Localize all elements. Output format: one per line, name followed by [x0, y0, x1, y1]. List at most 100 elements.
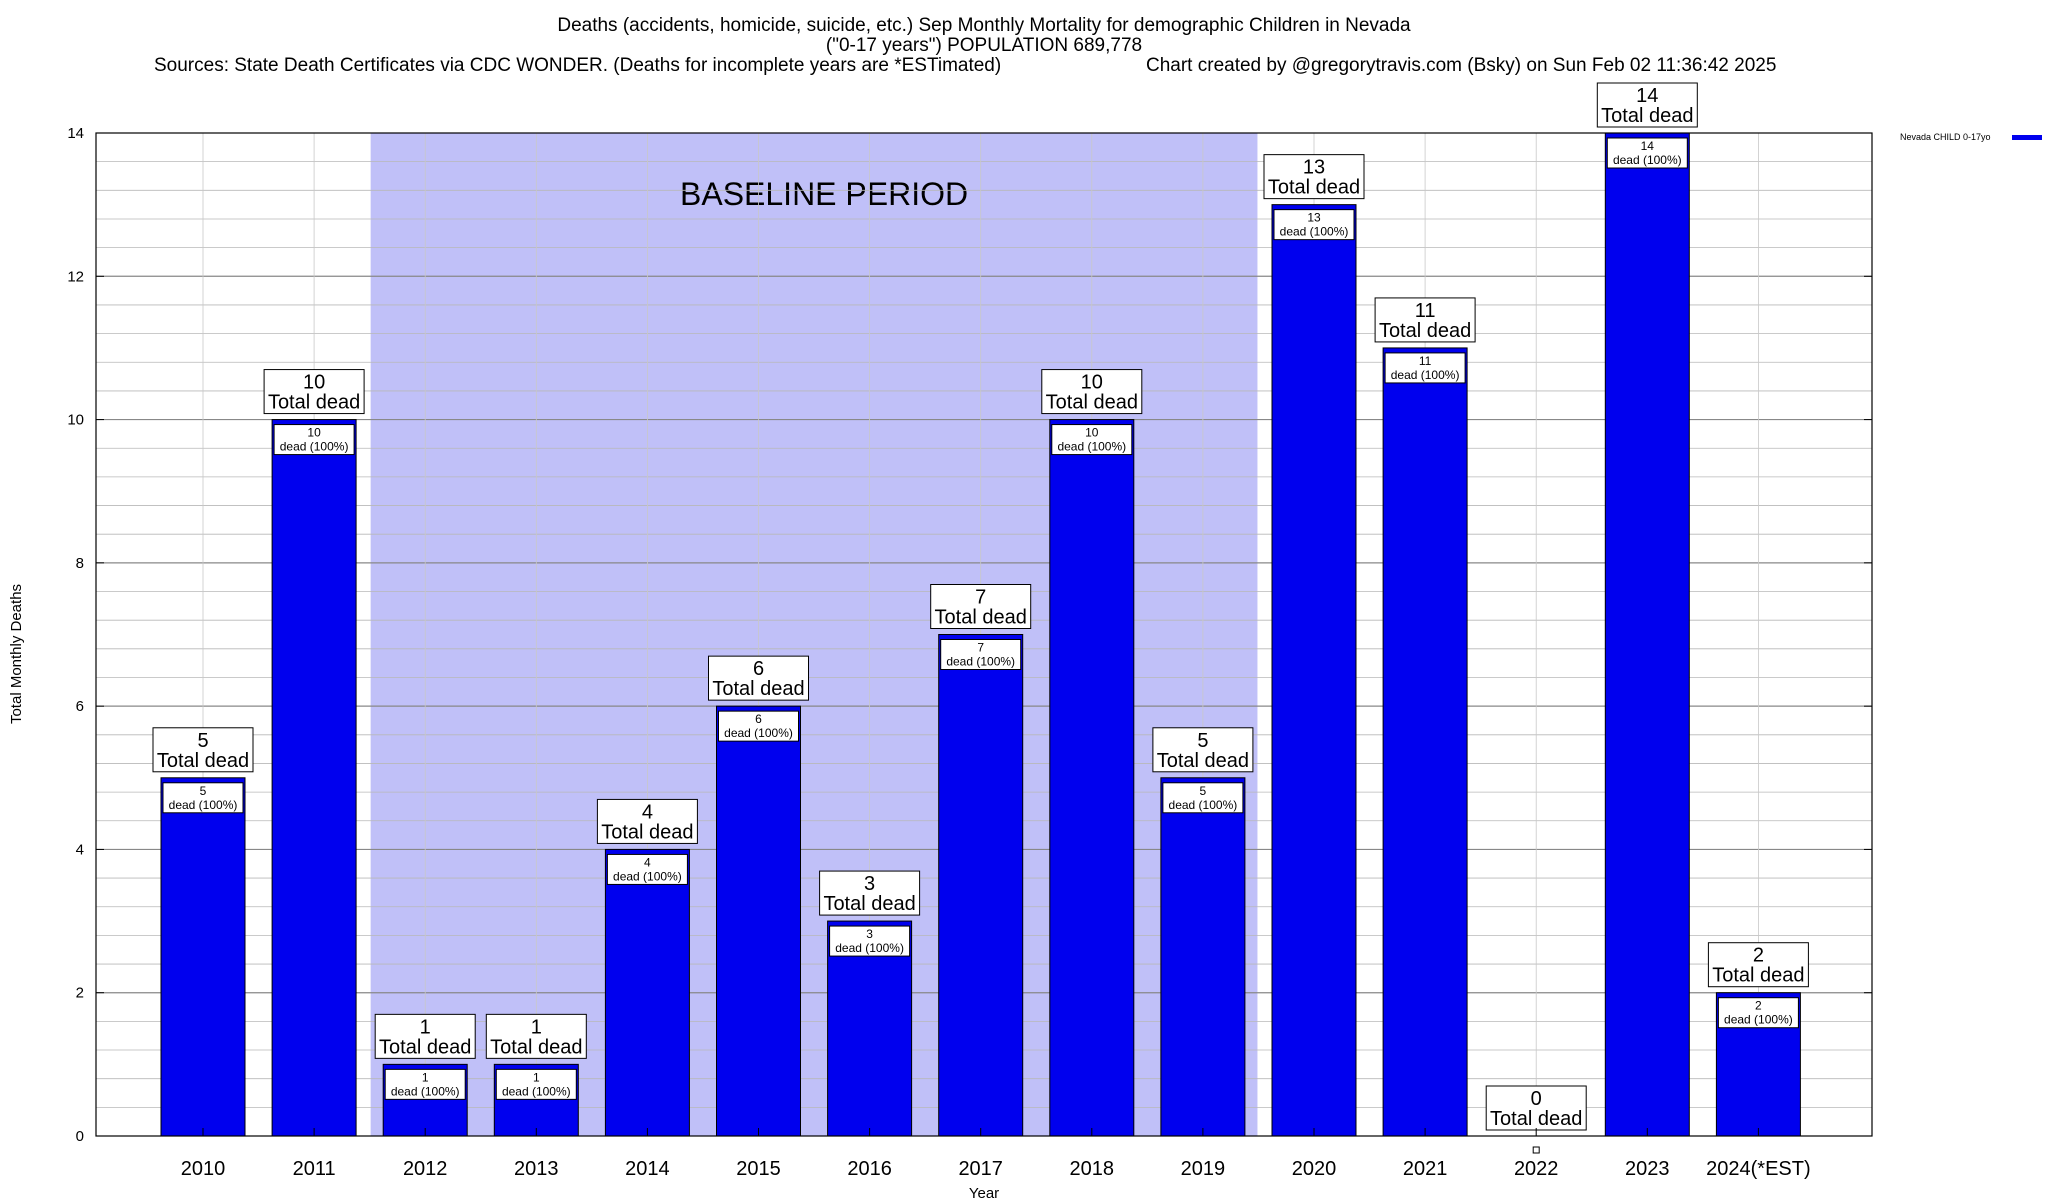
- inner-label-box: [1606, 137, 1688, 169]
- total-label-suffix: Total dead: [823, 893, 915, 915]
- chart-credit: Chart created by @gregorytravis.com (Bsk…: [1146, 55, 1776, 76]
- inner-label-box: [1273, 209, 1355, 241]
- plot-frame: [95, 132, 1873, 1137]
- x-category-label: 2015: [736, 1158, 781, 1180]
- y-tick-label: 0: [76, 1128, 84, 1145]
- x-axis-title: Year: [969, 1185, 999, 1200]
- total-label-value: 7: [975, 587, 986, 609]
- total-label-value: 14: [1636, 85, 1658, 107]
- inner-label-box: [829, 925, 911, 957]
- chart-subtitle: ("0-17 years") POPULATION 689,778: [826, 35, 1142, 56]
- inner-label-value: 5: [1200, 784, 1207, 798]
- inner-label-suffix: dead (100%): [1057, 440, 1126, 454]
- x-category-label: 2011: [293, 1158, 336, 1180]
- bar: [160, 777, 246, 1137]
- total-label-value: 10: [1081, 372, 1103, 394]
- inner-label-box: [1051, 424, 1133, 456]
- y-tick-label: 2: [76, 985, 84, 1002]
- inner-label-suffix: dead (100%): [1169, 798, 1238, 812]
- y-axis-title: Total Monthly Deaths: [8, 584, 25, 724]
- inner-label-value: 10: [1085, 426, 1099, 440]
- total-label-value: 6: [753, 658, 764, 680]
- total-label-value: 10: [303, 372, 325, 394]
- x-category-label: 2013: [514, 1158, 559, 1180]
- inner-label-box: [384, 1068, 466, 1100]
- inner-label-suffix: dead (100%): [280, 440, 349, 454]
- x-category-label: 2010: [181, 1158, 226, 1180]
- x-category-label: 2022: [1514, 1158, 1559, 1180]
- inner-label-box: [1162, 782, 1244, 814]
- total-label-box: [819, 870, 921, 916]
- total-label-box: [263, 369, 365, 415]
- total-label-suffix: Total dead: [379, 1036, 471, 1058]
- total-label-value: 13: [1303, 157, 1325, 179]
- total-label-box: [1485, 1085, 1587, 1131]
- total-label-box: [485, 1013, 587, 1059]
- inner-label-suffix: dead (100%): [946, 655, 1015, 669]
- total-label-box: [596, 798, 698, 844]
- inner-label-value: 6: [755, 712, 762, 726]
- bar: [1382, 347, 1468, 1137]
- chart-source: Sources: State Death Certificates via CD…: [154, 55, 1001, 76]
- bar: [604, 848, 690, 1137]
- inner-label-suffix: dead (100%): [835, 941, 904, 955]
- inner-label-suffix: dead (100%): [1724, 1013, 1793, 1027]
- inner-label-value: 5: [200, 784, 207, 798]
- inner-label-box: [718, 710, 799, 742]
- bar: [1160, 777, 1246, 1137]
- inner-label-value: 11: [1419, 354, 1432, 368]
- x-category-label: 2020: [1292, 1158, 1337, 1180]
- total-label-value: 11: [1415, 300, 1436, 322]
- inner-label-value: 10: [307, 426, 321, 440]
- x-category-label: 2017: [958, 1158, 1003, 1180]
- total-label-value: 4: [642, 801, 653, 823]
- total-label-suffix: Total dead: [1268, 177, 1360, 199]
- x-category-label: 2023: [1625, 1158, 1670, 1180]
- total-label-suffix: Total dead: [1046, 392, 1138, 414]
- inner-label-suffix: dead (100%): [1391, 368, 1460, 382]
- total-label-value: 1: [531, 1016, 542, 1038]
- total-label-box: [930, 584, 1032, 629]
- inner-label-box: [1384, 352, 1466, 384]
- total-label-value: 2: [1753, 945, 1764, 967]
- bar: [827, 920, 913, 1137]
- bar: [1049, 419, 1135, 1137]
- x-category-label: 2016: [847, 1158, 892, 1180]
- baseline-period-label: BASELINE PERIOD: [680, 176, 968, 212]
- inner-label-box: [495, 1068, 577, 1100]
- x-category-label: 2018: [1070, 1158, 1115, 1180]
- legend: Nevada CHILD 0-17yo: [1900, 132, 2042, 142]
- inner-label-value: 14: [1641, 139, 1655, 153]
- inner-label-suffix: dead (100%): [1613, 153, 1682, 167]
- x-category-label: 2021: [1403, 1158, 1448, 1180]
- total-label-suffix: Total dead: [712, 678, 804, 700]
- inner-label-box: [1717, 997, 1799, 1029]
- x-category-label: 2024(*EST): [1706, 1158, 1811, 1180]
- inner-label-suffix: dead (100%): [1280, 225, 1349, 239]
- total-label-value: 0: [1531, 1088, 1542, 1110]
- total-label-suffix: Total dead: [1157, 750, 1249, 772]
- inner-label-value: 2: [1755, 999, 1762, 1013]
- legend-series-swatch: [2012, 135, 2042, 140]
- bar: [938, 634, 1024, 1137]
- y-tick-label: 6: [76, 698, 84, 715]
- total-label-value: 5: [197, 730, 208, 752]
- x-category-label: 2014: [625, 1158, 670, 1180]
- y-tick-label: 4: [76, 841, 84, 858]
- total-label-box: [1152, 727, 1254, 773]
- inner-label-box: [273, 424, 355, 456]
- bar: [716, 705, 801, 1137]
- total-label-suffix: Total dead: [1490, 1108, 1582, 1130]
- inner-label-box: [606, 853, 688, 885]
- inner-label-suffix: dead (100%): [613, 869, 682, 883]
- total-label-value: 1: [420, 1016, 431, 1038]
- total-label-suffix: Total dead: [1601, 105, 1693, 127]
- total-label-box: [1707, 942, 1809, 988]
- bar-layer: [160, 132, 1801, 1154]
- inner-label-suffix: dead (100%): [391, 1084, 460, 1098]
- y-tick-label: 14: [67, 125, 84, 142]
- bar: [271, 419, 357, 1137]
